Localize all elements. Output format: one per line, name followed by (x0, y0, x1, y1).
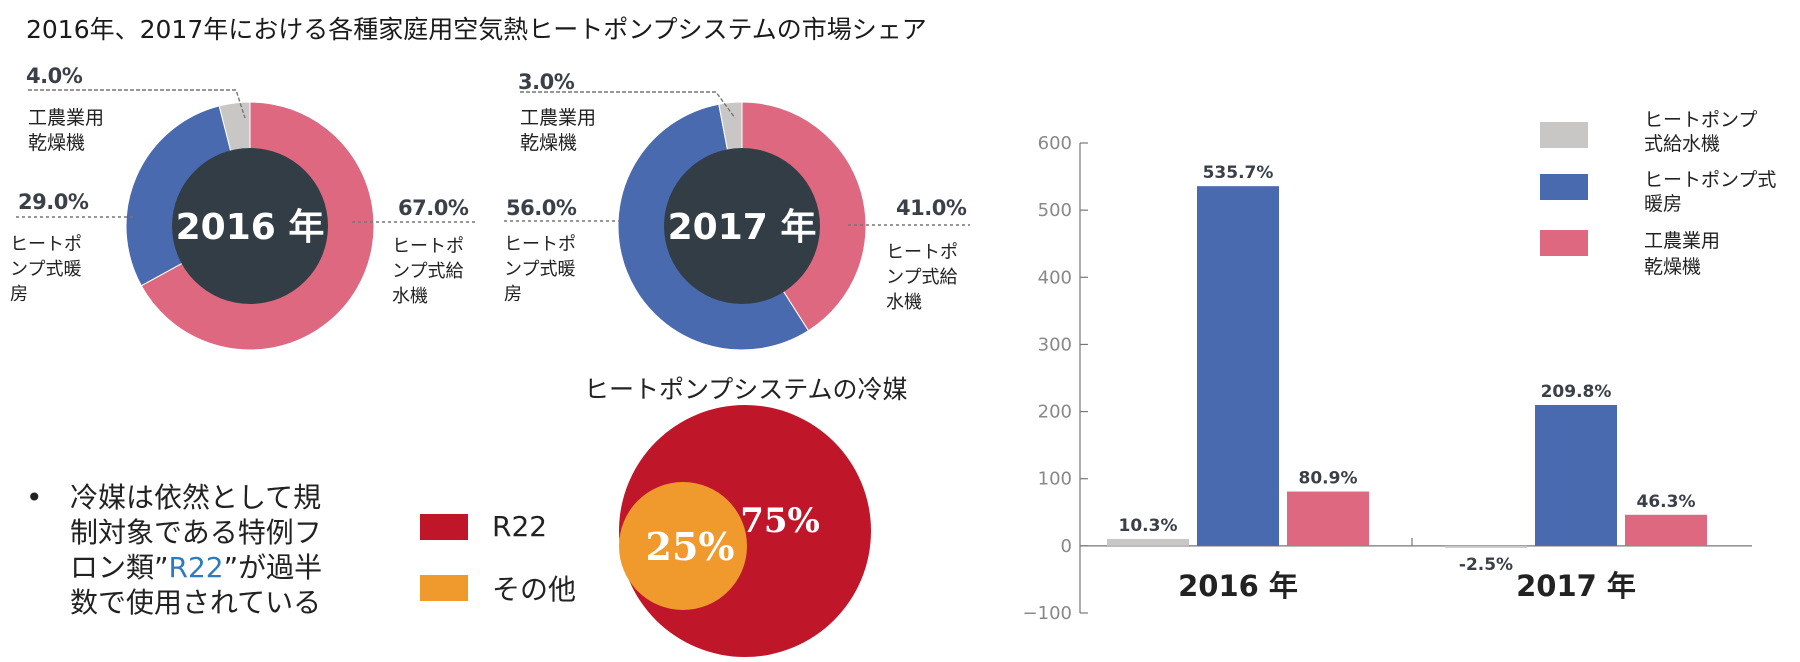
bar-category-label-1: 2017 年 (1516, 569, 1636, 603)
donut-1-leader-dryer (520, 91, 736, 119)
bar-legend-label-dryer: 工農業用 乾燥機 (1644, 230, 1721, 278)
bullet-line-1: 冷媒は依然として規 (70, 481, 322, 514)
refrigerant-slice-other (619, 482, 747, 610)
bar-y-tick-label: −100 (1023, 603, 1072, 624)
donut-2017-water-pct: 41.0% (896, 196, 967, 220)
bar-y-tick-label: 100 (1038, 469, 1072, 490)
bar-y-tick-label: 200 (1038, 402, 1072, 423)
bar-label-0-2: 80.9% (1299, 469, 1358, 489)
legend-swatch-other (420, 575, 468, 601)
page-title: 2016年、2017年における各種家庭用空気熱ヒートポンプシステムの市場シェア (26, 15, 927, 44)
legend-item-other: その他 (420, 568, 576, 608)
donut-2016-heating-pct: 29.0% (18, 190, 89, 214)
bar-legend-swatch-heating (1540, 174, 1588, 200)
bar-1-2 (1625, 514, 1707, 546)
donut-0-center (172, 148, 328, 304)
bar-1-0 (1445, 545, 1527, 548)
refrigerant-label-r22: 75% (740, 501, 820, 541)
donut-0-leader-dryer (28, 89, 246, 119)
bar-y-tick-label: 400 (1038, 267, 1072, 288)
bullet-line-2: 制対象である特例フ (70, 516, 322, 549)
bar-y-tick-label: 600 (1038, 133, 1072, 154)
donut-2017-dryer-label: 工農業用 乾燥機 (520, 107, 597, 154)
bar-y-tick-label: 300 (1038, 334, 1072, 355)
bar-0-0 (1107, 538, 1189, 546)
donut-2017-dryer-pct: 3.0% (518, 70, 575, 94)
highlight-r22: R22 (168, 551, 224, 584)
donut-2016-dryer-pct: 4.0% (26, 64, 83, 88)
bar-0-2 (1287, 491, 1369, 546)
bar-label-1-2: 46.3% (1637, 492, 1696, 512)
bar-y-tick-label: 500 (1038, 200, 1072, 221)
bar-label-0-1: 535.7% (1203, 163, 1274, 183)
refrigerant-title: ヒートポンプシステムの冷媒 (584, 375, 908, 404)
bar-legend-label-heating: ヒートポンプ式 暖房 (1644, 169, 1777, 215)
legend-swatch-r22 (420, 513, 468, 540)
donut-charts: 2016 年 2017 年 (16, 89, 970, 351)
bar-legend-swatch-water (1540, 122, 1588, 148)
donut-2016-water-label: ヒートポ ンプ式給 水機 (392, 236, 464, 307)
donut-2016-heating-label: ヒートポ ンプ式暖 房 (10, 234, 82, 305)
bullet-line-3: ロン類”R22”が過半 (70, 551, 323, 584)
refrigerant-label-other: 25% (646, 524, 735, 569)
donut-2017-water-label: ヒートポ ンプ式給 水機 (886, 242, 958, 313)
bar-1-1 (1535, 404, 1617, 546)
bar-legend-swatch-dryer (1540, 230, 1588, 256)
donut-0-center-label: 2016 年 (176, 207, 325, 248)
bar-0-1 (1197, 186, 1279, 546)
donut-1-center-label: 2017 年 (668, 207, 817, 248)
donut-2017-heating-label: ヒートポ ンプ式暖 房 (504, 234, 576, 305)
growth-bar-chart: 600 500 400 300 200 100 0 −100 10.3% 535.7% 80.9% 2… (1023, 133, 1752, 624)
bar-label-1-1: 209.8% (1541, 382, 1612, 402)
donut-2017-heating-pct: 56.0% (506, 196, 577, 220)
bullet-note: • 冷媒は依然として規 制対象である特例フ ロン類”R22”が過半 数で使用され… (26, 480, 386, 620)
refrigerant-pie: 75%25% (619, 405, 871, 657)
bullet-line-4: 数で使用されている (70, 586, 322, 619)
legend-label-r22: R22 (492, 510, 548, 543)
donut-2016-dryer-label: 工農業用 乾燥機 (28, 107, 105, 154)
legend-item-r22: R22 (420, 510, 547, 543)
donut-2016-water-pct: 67.0% (398, 196, 469, 220)
donut-1-center (664, 148, 820, 304)
bar-category-label-0: 2016 年 (1178, 569, 1298, 603)
bar-label-1-0: -2.5% (1459, 555, 1513, 575)
bar-legend-label-water: ヒートポンプ 式給水機 (1644, 109, 1758, 155)
bar-label-0-0: 10.3% (1119, 516, 1178, 536)
legend-label-other: その他 (492, 573, 577, 606)
bar-y-tick-label: 0 (1061, 536, 1072, 557)
bullet-dot: • (26, 481, 43, 514)
